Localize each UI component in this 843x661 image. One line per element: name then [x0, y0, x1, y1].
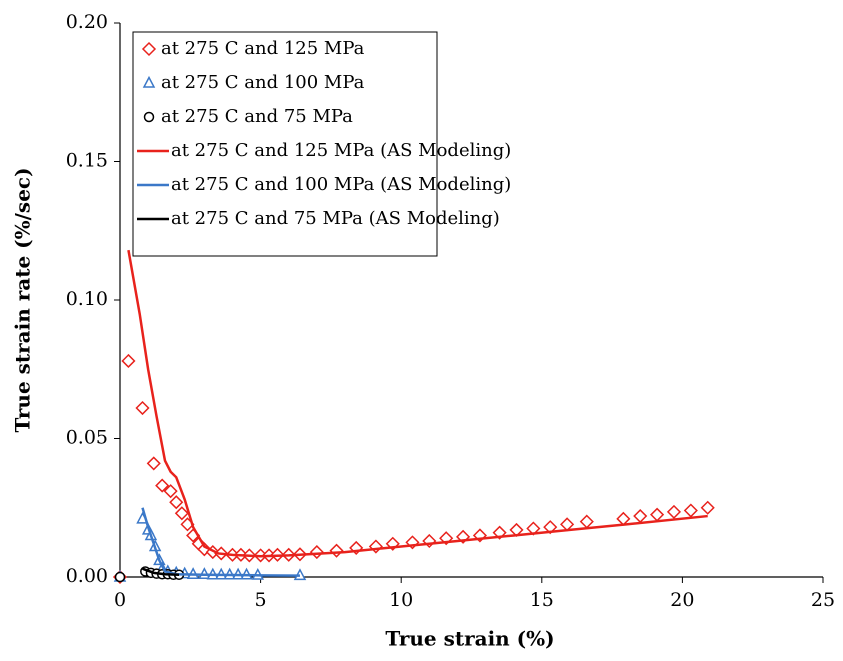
diamond-marker: [368, 539, 383, 554]
x-axis-label: True strain (%): [385, 627, 554, 651]
y-tick-label: 0.10: [66, 288, 108, 310]
diamond-marker: [329, 543, 344, 558]
diamond-marker: [579, 514, 594, 529]
y-tick-label: 0.00: [66, 565, 108, 587]
legend-text: at 275 C and 75 MPa: [161, 106, 353, 127]
x-tick-label: 25: [811, 589, 835, 611]
diamond-marker: [169, 495, 184, 510]
model-line: [127, 249, 708, 558]
y-tick-label: 0.20: [66, 11, 108, 33]
circle-marker: [143, 111, 155, 123]
y-tick-label: 0.05: [66, 427, 108, 449]
diamond-marker: [633, 508, 648, 524]
diamond-marker: [700, 500, 715, 515]
legend-text: at 275 C and 75 MPa (AS Modeling): [171, 208, 500, 229]
legend-text: at 275 C and 100 MPa (AS Modeling): [171, 174, 511, 195]
diamond-marker: [155, 478, 170, 493]
x-tick-label: 5: [255, 589, 267, 611]
diamond-marker: [135, 400, 150, 416]
diamond-marker: [650, 507, 665, 522]
diamond-marker: [666, 504, 682, 519]
legend-text: at 275 C and 100 MPa: [161, 72, 365, 93]
diamond-marker: [683, 503, 698, 518]
diamond-marker: [163, 484, 178, 499]
y-tick-label: 0.15: [66, 150, 108, 172]
model-line: [141, 507, 300, 577]
diamond-marker: [121, 353, 136, 369]
legend-box: [132, 31, 438, 257]
model-line: [142, 567, 180, 577]
diamond-marker: [146, 456, 161, 471]
y-axis-label: True strain rate (%/sec): [11, 167, 35, 432]
circle-marker: [114, 571, 126, 583]
triangle-marker: [142, 75, 156, 88]
legend-text: at 275 C and 125 MPa: [161, 38, 365, 59]
legend-text: at 275 C and 125 MPa (AS Modeling): [171, 140, 511, 161]
x-tick-label: 10: [389, 589, 413, 611]
diamond-marker: [141, 41, 157, 57]
x-tick-label: 15: [530, 589, 554, 611]
diamond-marker: [309, 545, 324, 560]
x-tick-label: 20: [670, 589, 694, 611]
x-tick-label: 0: [114, 589, 126, 611]
diamond-marker: [543, 520, 558, 535]
diamond-marker: [174, 506, 189, 521]
